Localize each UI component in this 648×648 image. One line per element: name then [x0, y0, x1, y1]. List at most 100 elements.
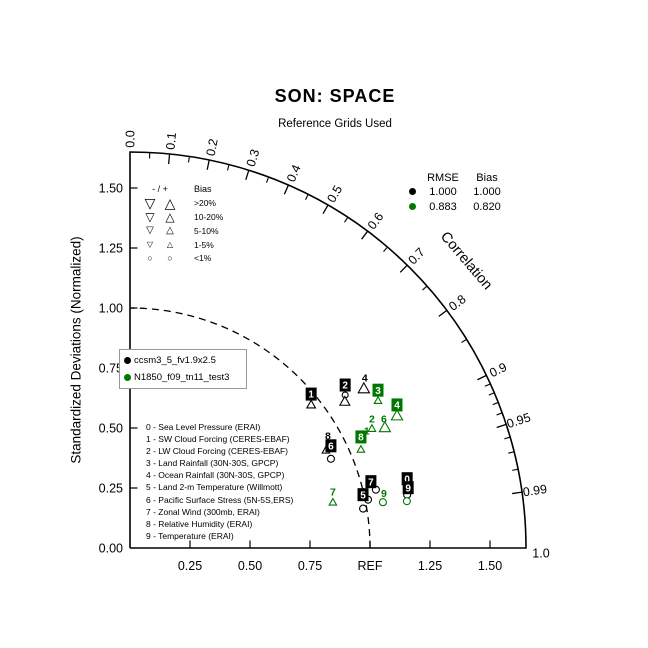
data-point-marker-series1 — [390, 408, 404, 421]
corr-tick-label: 0.5 — [324, 183, 345, 205]
up-triangle-icon: △ — [165, 210, 175, 224]
series-dot-icon — [409, 202, 416, 210]
model-legend-row: ccsm3_5_fv1.9x2.5 — [124, 352, 242, 369]
data-point-label-series1: 1 — [364, 425, 370, 437]
data-point-label-series1: 6 — [381, 413, 387, 425]
bias-range-label: 5-10% — [194, 226, 219, 236]
y-tick-label: 0.00 — [99, 541, 123, 555]
bias-value: 0.820 — [473, 200, 501, 213]
data-point-label-series0: 2 — [342, 381, 348, 392]
corr-tick-label: 0.3 — [244, 148, 263, 169]
y-tick-label: 0.25 — [99, 481, 123, 495]
bias-legend-row: ▽ △ 10-20% — [140, 210, 223, 224]
corr-major-tick — [206, 159, 210, 170]
data-point-label-series0: 5 — [360, 490, 366, 501]
corr-tick-label: 0.6 — [365, 210, 387, 232]
up-triangle-icon: △ — [164, 195, 176, 211]
bias-legend-row: ▽ △ 5-10% — [140, 224, 219, 238]
y-tick-label: 0.75 — [99, 361, 123, 375]
corr-minor-tick — [305, 194, 309, 200]
data-point-label-box-series0 — [305, 387, 317, 401]
data-point-label-box-series0 — [357, 488, 369, 502]
corr-tick-label: 1.0 — [532, 546, 549, 560]
data-point-label-box-series0 — [401, 472, 413, 486]
rmse-bias-header: RMSE Bias — [404, 171, 509, 184]
bias-legend-header: - / + Bias — [140, 182, 212, 196]
data-point-label-series1: 7 — [330, 486, 336, 498]
corr-major-tick — [361, 230, 369, 240]
data-point-marker-series1 — [328, 497, 338, 506]
corr-axis-title: Correlation — [437, 229, 495, 293]
data-point-marker-series0 — [326, 454, 335, 463]
model-name: N1850_f09_tn11_test3 — [134, 372, 230, 383]
data-point-label-series1: 8 — [358, 433, 364, 444]
data-point-label-series0: 8 — [325, 430, 331, 442]
corr-minor-tick — [504, 436, 511, 440]
up-triangle-icon: △ — [166, 240, 174, 249]
page-title: SON: SPACE — [274, 86, 396, 106]
data-point-marker-series1 — [373, 395, 383, 405]
corr-tick-label: 0.4 — [284, 162, 304, 184]
corr-minor-tick — [461, 338, 467, 344]
variable-item: 8 - Relative Humidity (ERAI) — [146, 518, 253, 529]
corr-major-tick — [167, 153, 171, 164]
data-point-label-box-series0 — [402, 481, 414, 495]
bias-range-label: <1% — [194, 253, 212, 263]
variable-item: 5 - Land 2-m Temperature (Willmott) — [146, 482, 283, 493]
data-point-label-box-series0 — [365, 475, 377, 489]
data-point-label-series0: 0 — [404, 474, 410, 485]
data-point-marker-series0 — [305, 399, 317, 409]
corr-minor-tick — [512, 468, 519, 471]
corr-tick-label: 0.7 — [405, 245, 427, 267]
model-legend-row: N1850_f09_tn11_test3 — [124, 369, 242, 386]
corr-minor-tick — [488, 392, 495, 396]
x-tick-label: 0.50 — [238, 559, 262, 573]
models-legend: ccsm3_5_fv1.9x2.5 N1850_f09_tn11_test3 — [119, 349, 247, 389]
data-point-label-series1: 2 — [369, 414, 375, 426]
data-point-marker-series1 — [378, 498, 387, 507]
y-axis-label: Standardized Deviations (Normalized) — [68, 236, 84, 464]
bias-header: Bias — [476, 171, 498, 184]
corr-tick-label: 0.9 — [487, 360, 509, 380]
data-point-label-series0: 7 — [368, 477, 374, 488]
data-point-marker-series1 — [367, 423, 377, 432]
x-tick-label: 1.50 — [478, 559, 502, 573]
data-point-label-box-series0 — [339, 378, 351, 392]
data-point-label-series1: 4 — [394, 401, 400, 412]
variable-item: 9 - Temperature (ERAI) — [146, 530, 234, 541]
bias-header: Bias — [194, 184, 212, 194]
data-point-marker-series1 — [378, 420, 392, 433]
down-triangle-icon: ▽ — [144, 195, 156, 211]
data-point-label-box-series1 — [372, 383, 384, 397]
bias-range-label: 10-20% — [194, 212, 224, 222]
corr-tick-label: 0.2 — [204, 137, 221, 157]
plot-frame — [129, 151, 527, 549]
variable-item: 7 - Zonal Wind (300mb, ERAI) — [146, 506, 260, 517]
data-point-label-series0: 1 — [308, 390, 314, 401]
corr-minor-tick — [508, 451, 515, 454]
data-point-label-series0: 9 — [405, 483, 411, 494]
data-point-marker-series0 — [359, 504, 368, 513]
down-triangle-icon: ▽ — [146, 225, 154, 236]
corr-minor-tick — [344, 216, 349, 223]
data-point-marker-series0 — [357, 381, 371, 394]
corr-major-tick — [399, 264, 408, 273]
corr-minor-tick — [496, 412, 503, 416]
variable-item: 0 - Sea Level Pressure (ERAI) — [146, 422, 261, 432]
variable-item: 3 - Land Rainfall (30N-30S, GPCP) — [146, 458, 279, 469]
corr-major-tick — [477, 374, 487, 381]
bias-legend-row: ▽ △ 1-5% — [140, 238, 214, 252]
variable-item: 1 - SW Cloud Forcing (CERES-EBAF) — [146, 434, 290, 445]
bias-sign-header: - / + — [152, 184, 168, 194]
rmse-value: 1.000 — [429, 185, 457, 198]
bias-legend-row: ▽ △ >20% — [140, 196, 216, 210]
y-tick-label: 1.50 — [99, 181, 123, 195]
bias-range-label: >20% — [194, 198, 216, 208]
down-triangle-icon: ▽ — [145, 210, 155, 224]
corr-minor-tick — [187, 156, 190, 163]
circle-icon: ○ — [147, 253, 153, 263]
corr-minor-tick — [484, 383, 491, 387]
corr-major-tick — [438, 309, 448, 317]
corr-minor-tick — [492, 401, 499, 406]
